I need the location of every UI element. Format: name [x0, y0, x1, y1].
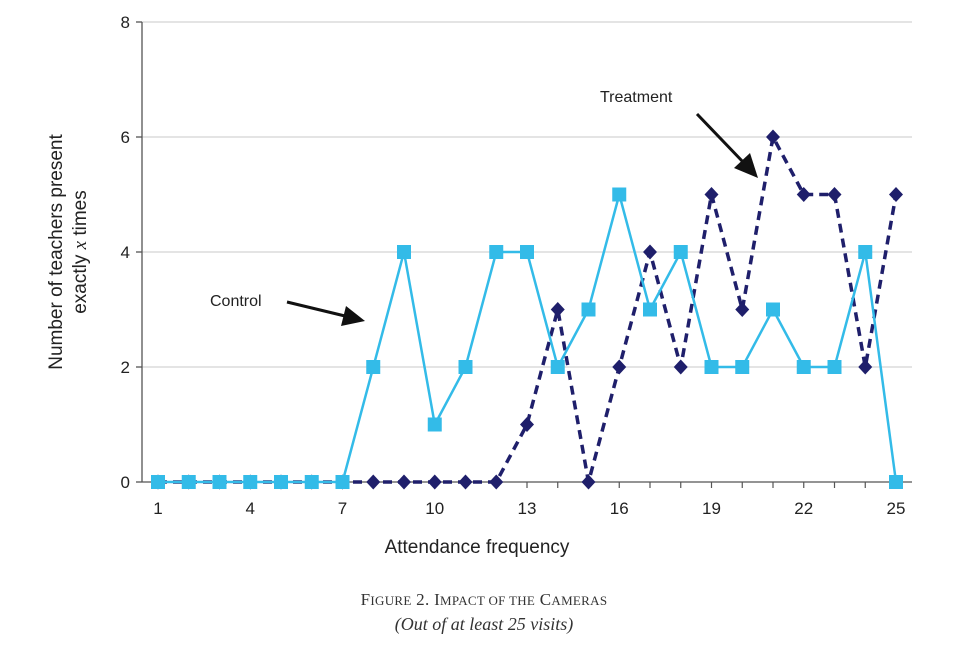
- figure-caption-title: FIGURE 2. IMPACT OF THE CAMERAS: [360, 590, 608, 609]
- treatment-marker: [704, 187, 719, 202]
- treatment-marker: [458, 474, 473, 490]
- x-tick-label: 13: [518, 499, 537, 518]
- chart: 0 2 4 6 8 1 4 7 10 13 16 19 22 25 Attendance frequen…: [46, 13, 912, 558]
- x-tick-label: 4: [246, 499, 255, 518]
- treatment-marker: [796, 187, 811, 202]
- control-marker: [151, 475, 165, 489]
- y-ticks: 0 2 4 6 8: [121, 13, 142, 492]
- treatment-marker: [766, 129, 780, 145]
- control-marker: [181, 475, 196, 489]
- treatment-marker: [520, 417, 534, 432]
- treatment-marker: [489, 474, 504, 490]
- treatment-marker: [858, 359, 873, 375]
- y-tick-label: 8: [121, 13, 130, 32]
- control-marker: [796, 360, 811, 374]
- control-marker: [643, 302, 657, 317]
- treatment-marker: [581, 474, 596, 490]
- control-marker: [489, 245, 504, 259]
- y-axis-title-line2: exactly x times: [70, 190, 91, 314]
- treatment-marker: [397, 474, 411, 490]
- control-arrow-head: [341, 306, 365, 326]
- x-axis-title: Attendance frequency: [385, 537, 570, 558]
- y-tick-label: 6: [121, 128, 130, 147]
- control-marker: [458, 360, 473, 374]
- y-axis-title: Number of teachers present exactly x tim…: [46, 134, 91, 370]
- x-tick-label: 7: [338, 499, 347, 518]
- x-tick-label: 25: [887, 499, 906, 518]
- treatment-marker: [427, 474, 442, 490]
- treatment-marker: [889, 187, 903, 202]
- y-tick-label: 4: [121, 243, 130, 262]
- control-marker: [366, 360, 381, 374]
- treatment-arrow-head: [734, 153, 758, 178]
- y-tick-label: 0: [121, 473, 130, 492]
- gridlines: [142, 21, 912, 368]
- y-tick-label: 2: [121, 358, 130, 377]
- control-marker: [243, 475, 258, 489]
- series-layer: [151, 129, 903, 490]
- treatment-marker: [735, 302, 750, 317]
- control-marker: [550, 360, 565, 374]
- control-marker: [673, 245, 688, 259]
- x-tick-label: 19: [702, 499, 721, 518]
- treatment-marker: [827, 187, 842, 202]
- control-marker: [704, 360, 719, 374]
- figure-caption-subtitle: (Out of at least 25 visits): [394, 614, 574, 634]
- treatment-marker: [643, 244, 657, 260]
- control-marker: [827, 360, 842, 374]
- control-marker: [212, 475, 227, 489]
- control-marker: [397, 245, 411, 259]
- x-tick-label: 22: [794, 499, 813, 518]
- x-tick-label: 1: [153, 499, 162, 518]
- series-control: [151, 187, 903, 489]
- treatment-marker: [550, 302, 565, 317]
- treatment-marker: [673, 359, 688, 375]
- control-marker: [274, 475, 288, 489]
- y-axis-title-line1: Number of teachers present: [46, 134, 67, 370]
- control-marker: [858, 245, 873, 259]
- control-marker: [766, 302, 780, 317]
- control-marker: [427, 417, 442, 432]
- control-marker: [889, 475, 903, 489]
- treatment-annotation: Treatment: [600, 89, 758, 178]
- x-tick-label: 10: [425, 499, 444, 518]
- control-marker: [735, 360, 750, 374]
- control-annotation-label: Control: [210, 293, 262, 310]
- control-line: [158, 193, 898, 484]
- x-tick-label: 16: [610, 499, 629, 518]
- treatment-arrow-shaft: [695, 112, 746, 165]
- control-marker: [612, 187, 627, 202]
- treatment-marker: [366, 474, 381, 490]
- control-annotation: Control: [210, 293, 365, 326]
- control-marker: [335, 475, 350, 489]
- treatment-marker: [612, 359, 627, 375]
- treatment-annotation-label: Treatment: [600, 89, 673, 106]
- control-arrow-shaft: [286, 300, 346, 318]
- x-ticks: 1 4 7 10 13 16 19 22 25: [153, 482, 905, 518]
- series-treatment: [151, 129, 903, 490]
- control-marker: [520, 245, 534, 259]
- control-marker: [581, 302, 596, 317]
- control-marker: [304, 475, 319, 489]
